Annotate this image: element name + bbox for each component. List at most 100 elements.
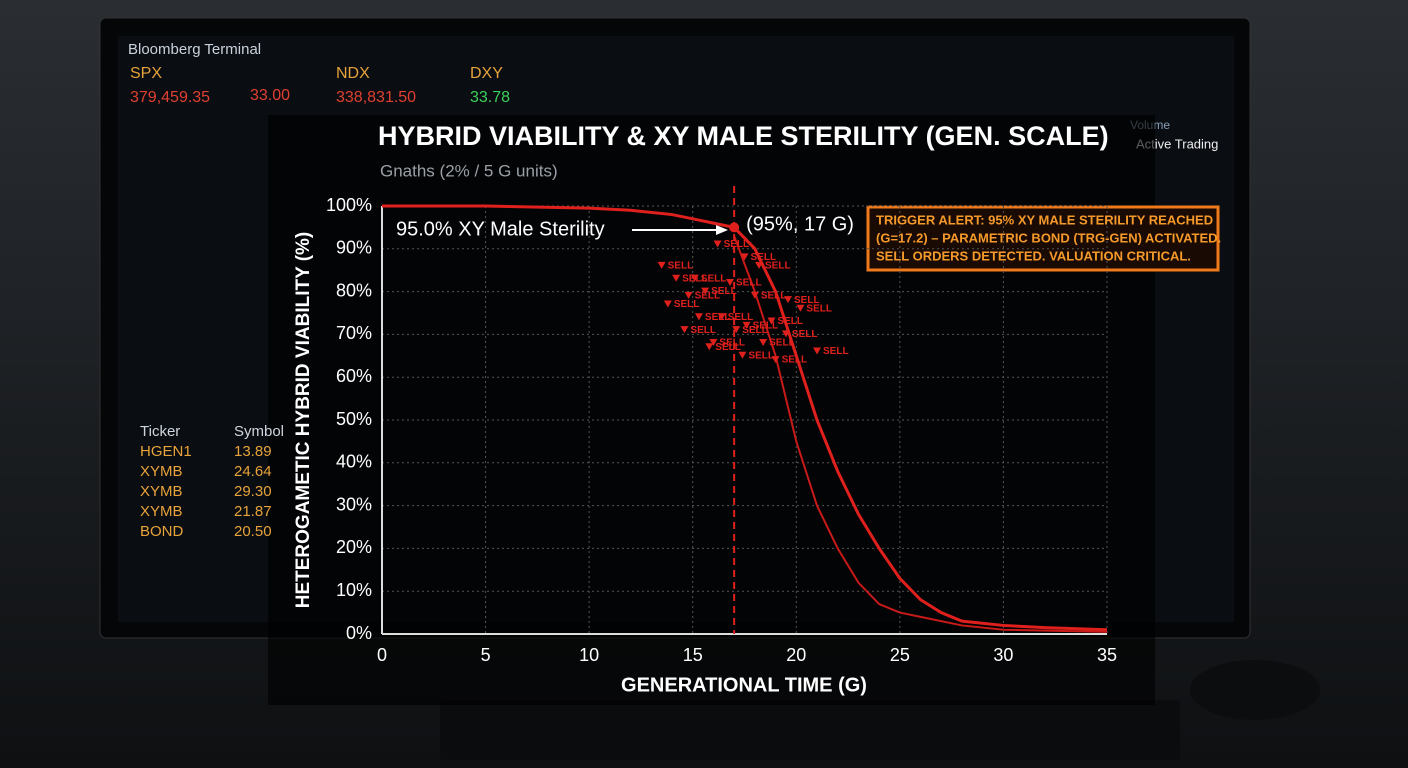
sell-marker: [759, 338, 768, 346]
marker-label: (95%, 17 G): [746, 214, 854, 236]
callout-arrowhead: [716, 225, 728, 235]
sell-label: SELL: [782, 355, 808, 366]
line: [382, 204, 1108, 632]
sell-label: SELL: [695, 291, 721, 302]
y-tick-label: 50%: [336, 409, 372, 429]
sell-label: SELL: [751, 252, 777, 263]
callout: 95.0% XY Male Sterility: [396, 218, 605, 240]
y-tick-label: 20%: [336, 537, 372, 557]
quote-price: 33.78: [470, 89, 510, 106]
sell-marker: [701, 287, 710, 295]
chart-overlay: [268, 115, 1155, 705]
sell-label: SELL: [736, 278, 762, 289]
quote-symbol: NDX: [336, 65, 370, 82]
sell-marker: [705, 343, 714, 351]
sell-marker: [781, 330, 790, 338]
side-panel-title: Active Trading: [1136, 136, 1218, 151]
ticker-cell: XYMB: [140, 503, 183, 520]
keyboard: [440, 700, 1180, 760]
ticker-header: Symbol: [234, 423, 284, 440]
y-tick-label: 100%: [326, 195, 372, 215]
ticker-header: Ticker: [140, 423, 180, 440]
alert-box: [866, 205, 1220, 272]
ticker-cell: 13.89: [234, 443, 272, 460]
sell-label: SELL: [728, 312, 754, 323]
sell-marker: [750, 291, 759, 299]
sell-marker: [672, 274, 681, 282]
alert-line: (G=17.2) – PARAMETRIC BOND (TRG-GEN) ACT…: [876, 230, 1221, 245]
sell-marker: [694, 313, 703, 321]
sell-marker: [690, 274, 699, 282]
sell-label: SELL: [748, 350, 774, 361]
sell-marker: [767, 317, 776, 325]
ticker-cell: 21.87: [234, 503, 272, 520]
ticker-cell: 29.30: [234, 483, 272, 500]
x-tick-label: 10: [579, 645, 599, 665]
sell-marker: [755, 261, 763, 269]
y-tick-label: 0%: [346, 623, 372, 643]
sell-marker: [738, 351, 747, 359]
mouse: [1190, 660, 1320, 720]
quote-change: 33.00: [250, 87, 290, 104]
sell-marker: [663, 300, 672, 308]
sell-marker: [726, 279, 734, 287]
quote-price: 379,459.35: [130, 89, 210, 106]
line: [733, 235, 1108, 633]
sell-label: SELL: [711, 286, 737, 297]
sell-marker: [713, 240, 722, 248]
sell-label: SELL: [765, 261, 791, 272]
sell-marker: [784, 296, 792, 304]
sell-label: SELL: [724, 239, 750, 250]
y-tick-label: 80%: [336, 280, 372, 300]
sell-marker: [742, 321, 751, 329]
sell-marker: [657, 261, 666, 269]
x-tick-label: 0: [377, 645, 387, 665]
sell-marker: [680, 326, 689, 334]
sell-label: SELL: [753, 320, 779, 331]
sell-marker: [796, 304, 805, 312]
quote-price: 338,831.50: [336, 89, 416, 106]
sell-marker: [684, 291, 693, 299]
sell-label: SELL: [715, 342, 741, 353]
chart-title: HYBRID VIABILITY & XY MALE STERILITY (GE…: [378, 121, 1109, 151]
sell-label: SELL: [823, 346, 849, 357]
sell-label: SELL: [701, 273, 727, 284]
y-tick-label: 10%: [336, 580, 372, 600]
ticker-cell: BOND: [140, 523, 184, 540]
sell-label: SELL: [769, 338, 795, 349]
sell-marker: [740, 253, 749, 261]
y-tick-label: 70%: [336, 323, 372, 343]
ticker-cell: HGEN1: [140, 443, 192, 460]
x-tick-label: 15: [683, 645, 703, 665]
sell-label: SELL: [705, 312, 731, 323]
ticker-cell: 24.64: [234, 463, 272, 480]
y-tick-label: 40%: [336, 452, 372, 472]
sell-marker: [813, 347, 821, 355]
y-tick-label: 30%: [336, 494, 372, 514]
x-tick-label: 25: [890, 645, 910, 665]
sell-label: SELL: [792, 329, 818, 340]
sell-marker: [732, 326, 741, 334]
sell-marker: [771, 356, 780, 364]
y-axis-label: HETEROGAMETIC HYBRID VIABILITY (%): [293, 232, 314, 609]
x-tick-label: 5: [481, 645, 491, 665]
terminal-title: Bloomberg Terminal: [128, 41, 261, 58]
alert-line: SELL ORDERS DETECTED. VALUATION CRITICAL…: [876, 248, 1191, 263]
quote-symbol: SPX: [130, 65, 162, 82]
sell-label: SELL: [690, 325, 716, 336]
x-tick-label: 20: [786, 645, 806, 665]
ticker-cell: 20.50: [234, 523, 272, 540]
sell-label: SELL: [719, 338, 745, 349]
sell-label: SELL: [806, 303, 832, 314]
y-tick-label: 60%: [336, 366, 372, 386]
sell-label: SELL: [777, 316, 803, 327]
sell-label: SELL: [794, 295, 820, 306]
alert-line: TRIGGER ALERT: 95% XY MALE STERILITY REA…: [876, 212, 1213, 227]
sell-label: SELL: [674, 299, 700, 310]
ticker-cell: XYMB: [140, 463, 183, 480]
sell-marker: [709, 338, 718, 346]
x-tick-label: 30: [993, 645, 1013, 665]
ticker-cell: XYMB: [140, 483, 183, 500]
x-axis-label: GENERATIONAL TIME (G): [621, 674, 867, 696]
